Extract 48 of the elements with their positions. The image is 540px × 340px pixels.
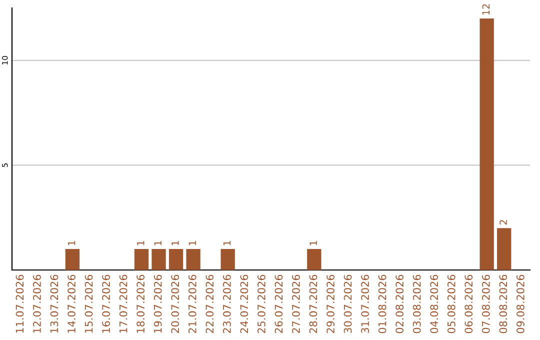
data-label: 1 (223, 240, 231, 246)
data-label: 1 (154, 240, 162, 246)
bar (307, 249, 322, 270)
x-tick-label: 05.08.2026 (447, 274, 456, 334)
x-tick-label: 18.07.2026 (136, 274, 145, 333)
x-tick-label: 07.08.2026 (482, 274, 490, 334)
bar (168, 249, 184, 270)
x-tick-label: 31.07.2026 (361, 274, 369, 334)
x-tick-label: 06.08.2026 (464, 274, 473, 334)
x-tick-label: 12.07.2026 (33, 274, 41, 333)
x-tick-label: 27.07.2026 (292, 274, 300, 334)
data-label: 1 (188, 240, 196, 246)
x-tick-label: 30.07.2026 (344, 274, 352, 334)
x-tick-label: 14.07.2026 (68, 274, 76, 333)
data-label: 2 (500, 220, 507, 225)
x-tick-label: 21.07.2026 (188, 274, 196, 334)
x-tick-label: 24.07.2026 (240, 274, 248, 334)
x-tick-label: 15.07.2026 (84, 274, 93, 333)
data-label: 1 (310, 240, 317, 246)
bar (186, 249, 200, 270)
x-tick-label: 11.07.2026 (16, 274, 24, 333)
x-tick-label: 08.08.2026 (499, 274, 508, 334)
data-label: 1 (172, 240, 179, 246)
x-tick-label: 19.07.2026 (154, 274, 162, 333)
x-tick-label: 20.07.2026 (171, 274, 180, 334)
x-tick-label: 01.08.2026 (378, 274, 386, 334)
bar (134, 249, 149, 270)
x-tick-label: 26.07.2026 (274, 274, 283, 334)
data-label: 1 (137, 240, 144, 246)
x-tick-label: 04.08.2026 (430, 274, 438, 334)
bar (220, 249, 235, 270)
x-tick-label: 17.07.2026 (119, 274, 128, 333)
x-tick-label: 23.07.2026 (222, 274, 231, 334)
x-tick-label: 25.07.2026 (258, 274, 266, 334)
x-tick-label: 13.07.2026 (50, 274, 58, 333)
bar (480, 18, 494, 270)
x-tick-label: 16.07.2026 (102, 274, 110, 333)
x-tick-label: 09.08.2026 (516, 274, 524, 334)
bar (152, 249, 166, 270)
x-tick-label: 28.07.2026 (309, 274, 318, 334)
x-tick-label: 22.07.2026 (206, 274, 214, 334)
x-tick-label: 03.08.2026 (412, 274, 421, 334)
bar (497, 228, 512, 270)
data-label: 1 (68, 240, 76, 246)
x-tick-label: 02.08.2026 (396, 274, 404, 334)
x-tick-label: 29.07.2026 (326, 274, 334, 334)
data-label: 12 (482, 4, 490, 15)
bar (65, 249, 80, 270)
